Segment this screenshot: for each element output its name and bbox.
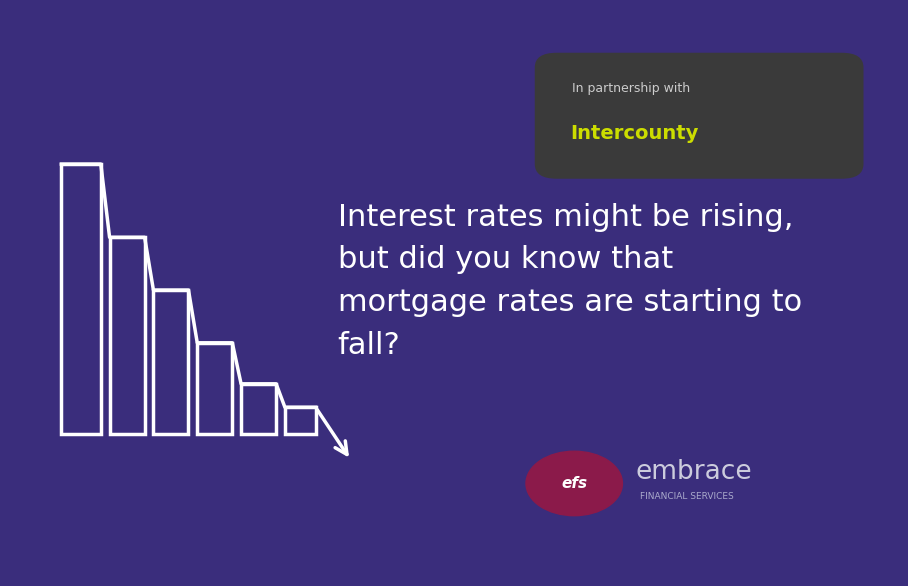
- Text: FINANCIAL SERVICES: FINANCIAL SERVICES: [640, 492, 734, 501]
- Text: embrace: embrace: [636, 459, 752, 485]
- Text: Interest rates might be rising,
but did you know that
mortgage rates are startin: Interest rates might be rising, but did …: [338, 203, 802, 360]
- Text: efs: efs: [561, 476, 587, 491]
- FancyBboxPatch shape: [535, 53, 864, 179]
- Text: Intercounty: Intercounty: [570, 124, 698, 142]
- Circle shape: [526, 451, 622, 516]
- Text: In partnership with: In partnership with: [572, 82, 691, 95]
